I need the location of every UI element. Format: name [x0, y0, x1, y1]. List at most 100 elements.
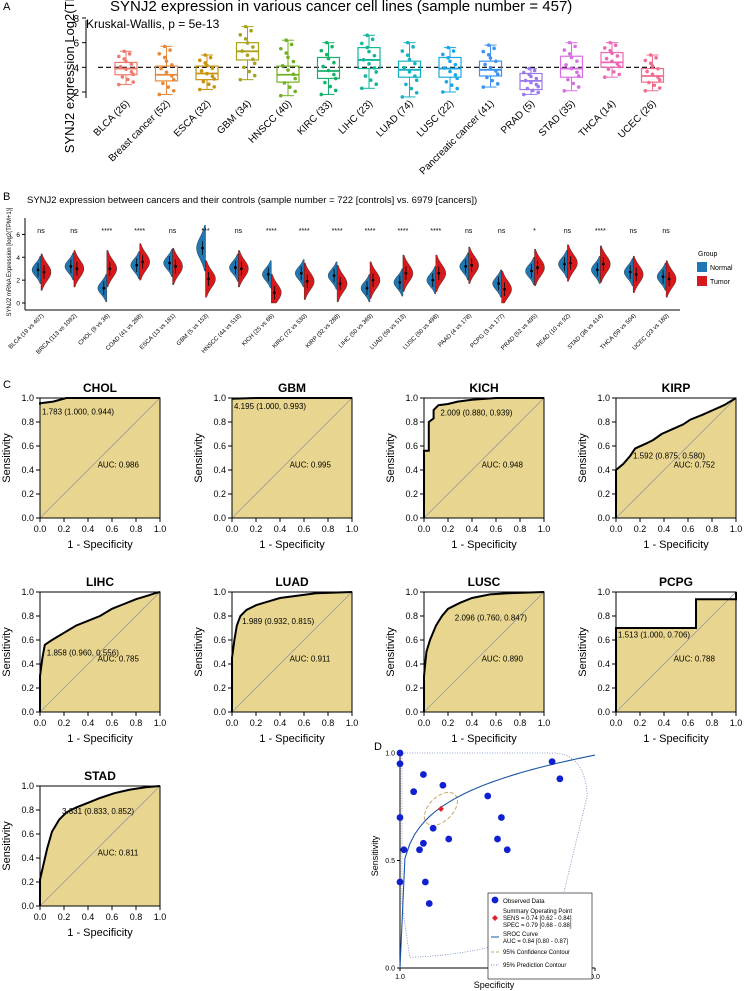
- roc-frame: [615, 397, 737, 519]
- box-point: [529, 80, 533, 85]
- violin-normal-median: [365, 286, 369, 290]
- a-xtick-label: GBM (34): [215, 98, 253, 136]
- box-point: [203, 53, 207, 57]
- roc-xtick-label: 0.2: [442, 718, 455, 728]
- box-point: [613, 43, 618, 48]
- violin-tumor-median: [601, 262, 605, 266]
- a-ytick-label: 4: [73, 63, 79, 74]
- box-point: [446, 56, 451, 60]
- roc-xtick-label: 0.2: [442, 524, 455, 534]
- box-point: [117, 82, 121, 87]
- roc-title: STAD: [84, 769, 116, 783]
- box-point: [159, 66, 163, 71]
- box-point: [652, 83, 657, 88]
- box-point: [360, 41, 364, 46]
- violin-normal-median: [332, 274, 336, 277]
- box-point: [198, 58, 202, 63]
- box-point: [365, 45, 370, 50]
- violin-15: *: [525, 228, 545, 287]
- box-point: [168, 48, 172, 52]
- roc-xtick-label: 0.8: [322, 524, 335, 534]
- box-body: [478, 60, 503, 77]
- roc-xtick-label: 0.0: [34, 524, 47, 534]
- violin-normal: [492, 269, 502, 298]
- roc-xtick-label: 0.6: [106, 912, 119, 922]
- box-point: [252, 73, 257, 78]
- box-7: [397, 40, 422, 99]
- box-point: [365, 33, 370, 38]
- roc-xlabel: 1 - Specificity: [259, 539, 325, 551]
- roc-xtick-label: 1.0: [538, 718, 551, 728]
- legend-auc: AUC = 0.84 [0.80 - 0.87]: [503, 939, 568, 945]
- roc-xtick-label: 0.8: [514, 718, 527, 728]
- roc-ytick-label: 0.4: [21, 853, 34, 863]
- box-point: [446, 45, 451, 50]
- box-point: [486, 53, 491, 57]
- box-point: [326, 68, 331, 73]
- a-xtick-label: UCEC (26): [616, 98, 658, 140]
- violin-tumor: [40, 253, 52, 291]
- roc-ytick-label: 1.0: [405, 587, 418, 597]
- roc-xtick-label: 1.0: [346, 524, 359, 534]
- violin-tumor: [633, 255, 644, 293]
- roc-ytick-label: 0.4: [213, 659, 226, 669]
- box-4: [276, 38, 300, 98]
- roc-curve: [615, 397, 737, 518]
- box-point: [203, 61, 207, 65]
- panel-d: D Sensitivity Specificity 1.00.50.00.00.…: [370, 741, 600, 990]
- roc-ytick-label: 1.0: [21, 587, 34, 597]
- d-observed-point: [410, 788, 418, 796]
- box-point: [157, 51, 162, 56]
- d-observed-point: [548, 758, 556, 765]
- roc-xtick-label: 1.0: [154, 524, 167, 534]
- box-point: [407, 70, 412, 74]
- box-point: [522, 70, 526, 75]
- roc-ytick-label: 0.8: [405, 611, 418, 621]
- violin-12: ****: [426, 228, 447, 295]
- box-point: [319, 48, 324, 53]
- violin-tumor: [369, 261, 381, 299]
- roc-ytick-label: 0.2: [21, 489, 34, 499]
- roc-frame: [231, 591, 353, 713]
- violin-6: ns: [229, 228, 249, 288]
- box-point: [448, 59, 452, 64]
- box-point: [170, 63, 174, 67]
- roc-xtick-label: 0.6: [298, 524, 311, 534]
- violin-normal-median: [69, 265, 73, 268]
- roc-xtick-label: 0.0: [226, 524, 239, 534]
- violin-tumor: [402, 254, 414, 292]
- roc-cutoff-label: 4.195 (1.000, 0.993): [234, 402, 306, 411]
- b-xtick-label: UCEC (23 vs 180): [632, 313, 671, 352]
- box-point: [608, 40, 612, 45]
- violin-significance: ****: [430, 228, 441, 235]
- d-observed-point: [498, 814, 505, 821]
- box-point: [400, 49, 405, 53]
- roc-ytick-label: 0.4: [213, 465, 226, 475]
- violin-normal-median: [36, 268, 40, 272]
- box-point: [527, 72, 531, 77]
- a-xtick-label: STAD (35): [537, 98, 578, 139]
- violin-normal-median: [563, 262, 566, 266]
- box-point: [647, 80, 651, 85]
- roc-xlabel: 1 - Specificity: [643, 733, 709, 745]
- roc-plot-pcpg: PCPG 1.513 (1.000, 0.706) AUC: 0.788 0.00.0…: [577, 575, 742, 745]
- box-point: [567, 40, 572, 45]
- box-point: [654, 55, 658, 60]
- box-point: [615, 62, 620, 66]
- violin-tumor-median: [305, 279, 309, 283]
- box-point: [171, 88, 176, 93]
- roc-ytick-label: 0.2: [213, 489, 226, 499]
- roc-title: LUSC: [468, 575, 501, 589]
- roc-xtick-label: 0.0: [418, 524, 431, 534]
- box-point: [495, 72, 500, 76]
- box-point: [330, 44, 334, 49]
- d-observed-point: [421, 878, 429, 886]
- box-point: [569, 66, 574, 71]
- roc-cutoff-label: 2.009 (0.880, 0.939): [440, 408, 512, 417]
- roc-xtick-label: 0.2: [250, 718, 263, 728]
- roc-xtick-label: 0.6: [106, 524, 119, 534]
- roc-xtick-label: 0.4: [82, 524, 95, 534]
- violin-normal-median: [530, 269, 533, 273]
- box-point: [238, 32, 243, 37]
- roc-xtick-label: 0.6: [490, 524, 503, 534]
